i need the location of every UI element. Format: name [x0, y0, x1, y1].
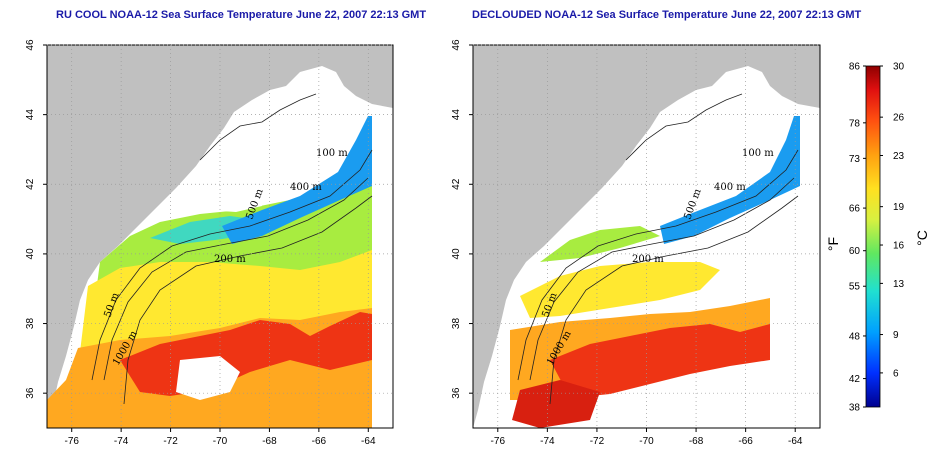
- left-lat-tick-label: 36: [25, 387, 36, 399]
- right-sst-yellow: [520, 262, 720, 318]
- left-lon-tick-label: -68: [262, 436, 277, 447]
- colorbar-c-tick-label: 13: [893, 279, 905, 290]
- right-lon-tick-label: -70: [639, 436, 654, 447]
- left-sst-blue: [222, 116, 372, 244]
- left-lon-tick-label: -72: [163, 436, 178, 447]
- left-contour-label-200m: 200 m: [214, 254, 246, 265]
- colorbar-f-tick-label: 60: [849, 246, 861, 257]
- colorbar-unit-fahrenheit: °F: [825, 237, 841, 251]
- right-lat-tick-label: 38: [451, 318, 462, 330]
- left-land: [47, 45, 393, 428]
- colorbar-c-tick-label: 26: [893, 113, 905, 124]
- left-lon-tick-label: -64: [361, 436, 376, 447]
- colorbar-f-tick-label: 42: [849, 374, 861, 385]
- left-lat-tick-label: 44: [25, 109, 36, 121]
- colorbar-f-tick-label: 66: [849, 204, 861, 215]
- right-contour-label-200m: 200 m: [632, 254, 664, 265]
- colorbar-c-tick-label: 6: [893, 368, 899, 379]
- left-lat-tick-label: 40: [25, 248, 36, 260]
- colorbar-f-tick-label: 48: [849, 331, 861, 342]
- right-lon-tick-label: -68: [689, 436, 704, 447]
- left-cloud-1: [176, 356, 240, 400]
- colorbar-ticks: 86 78 73 66 60 55 48 42 38 30 26 23 19 16 13 9 6: [849, 62, 905, 414]
- right-lon-tick-label: -72: [590, 436, 605, 447]
- right-lon-tick-label: -76: [491, 436, 506, 447]
- left-panel-title: RU COOL NOAA-12 Sea Surface Temperature …: [56, 9, 427, 21]
- colorbar-unit-celsius: °C: [914, 230, 930, 246]
- right-sst-blue: [660, 116, 800, 244]
- right-contour-label-100m: 100 m: [742, 148, 774, 159]
- colorbar-c-tick-label: 23: [893, 151, 905, 162]
- left-contour-label-100m: 100 m: [316, 148, 348, 159]
- right-sst-red: [550, 324, 770, 398]
- right-lat-tick-label: 44: [451, 109, 462, 121]
- right-sst-red-south: [512, 380, 600, 428]
- right-land: [473, 45, 820, 428]
- colorbar-c-tick-label: 19: [893, 202, 905, 213]
- colorbar-c-tick-label: 9: [893, 330, 899, 341]
- left-contour-label-400m: 400 m: [290, 182, 322, 193]
- right-sst-green: [540, 226, 660, 262]
- right-contour-label-400m: 400 m: [714, 182, 746, 193]
- colorbar-f-tick-label: 78: [849, 118, 861, 129]
- right-isobaths: [517, 93, 799, 405]
- colorbar-f-tick-label: 38: [849, 403, 861, 414]
- left-lon-tick-label: -66: [312, 436, 327, 447]
- left-lat-tick-label: 42: [25, 178, 36, 190]
- right-lon-tick-label: -66: [738, 436, 753, 447]
- left-lon-tick-label: -74: [114, 436, 129, 447]
- left-cloud-3: [244, 96, 330, 134]
- right-lon-tick-label: -74: [540, 436, 555, 447]
- left-lat-tick-label: 38: [25, 318, 36, 330]
- colorbar-f-tick-label: 73: [849, 154, 861, 165]
- left-lat-tick-label: 46: [25, 39, 36, 51]
- right-lat-tick-label: 42: [451, 178, 462, 190]
- colorbar-c-tick-label: 30: [893, 62, 905, 73]
- left-lon-tick-label: -76: [64, 436, 79, 447]
- right-lat-tick-label: 36: [451, 387, 462, 399]
- right-panel-title: DECLOUDED NOAA-12 Sea Surface Temperatur…: [472, 9, 862, 21]
- right-lon-tick-label: -64: [788, 436, 803, 447]
- colorbar: [865, 65, 881, 408]
- right-lat-tick-label: 40: [451, 248, 462, 260]
- left-cloud-2: [196, 182, 262, 212]
- left-lon-tick-label: -70: [213, 436, 228, 447]
- right-lat-tick-label: 46: [451, 39, 462, 51]
- left-map: 100 m 400 m 200 m 50 m 1000 m 500 m: [47, 45, 393, 428]
- axis-ticks: -76 -74 -72 -70 -68 -66 -64 36 38 40 42 44 46 -76 -74 -…: [25, 39, 820, 447]
- colorbar-f-tick-label: 86: [849, 62, 861, 73]
- right-map: 100 m 400 m 200 m 50 m 1000 m 500 m: [473, 45, 820, 428]
- colorbar-f-tick-label: 55: [849, 282, 861, 293]
- left-isobaths: [91, 93, 373, 405]
- colorbar-c-tick-label: 16: [893, 241, 905, 252]
